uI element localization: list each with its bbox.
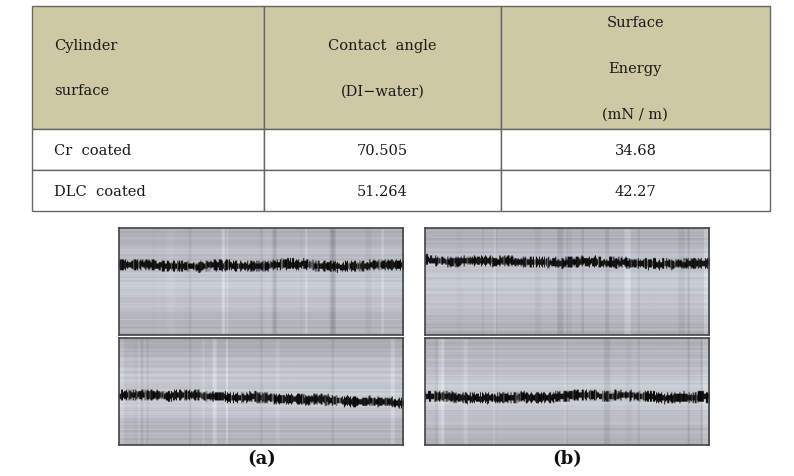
Text: Cr  coated: Cr coated <box>54 143 131 158</box>
Text: 42.27: 42.27 <box>615 184 656 198</box>
Bar <box>32 130 264 171</box>
Text: 51.264: 51.264 <box>357 184 408 198</box>
Text: DLC  coated: DLC coated <box>54 184 145 198</box>
Bar <box>32 171 264 212</box>
Bar <box>501 130 770 171</box>
Text: (b): (b) <box>552 449 582 467</box>
Bar <box>501 7 770 130</box>
Bar <box>32 7 264 130</box>
Bar <box>264 7 501 130</box>
Text: Surface

Energy

(mN / m): Surface Energy (mN / m) <box>603 16 669 121</box>
Text: 34.68: 34.68 <box>615 143 657 158</box>
Bar <box>264 130 501 171</box>
Text: Contact  angle

(DI−water): Contact angle (DI−water) <box>328 39 437 98</box>
Text: (a): (a) <box>247 449 276 467</box>
Text: Cylinder

surface: Cylinder surface <box>54 39 118 98</box>
Bar <box>264 171 501 212</box>
Text: 70.505: 70.505 <box>357 143 408 158</box>
Bar <box>501 171 770 212</box>
